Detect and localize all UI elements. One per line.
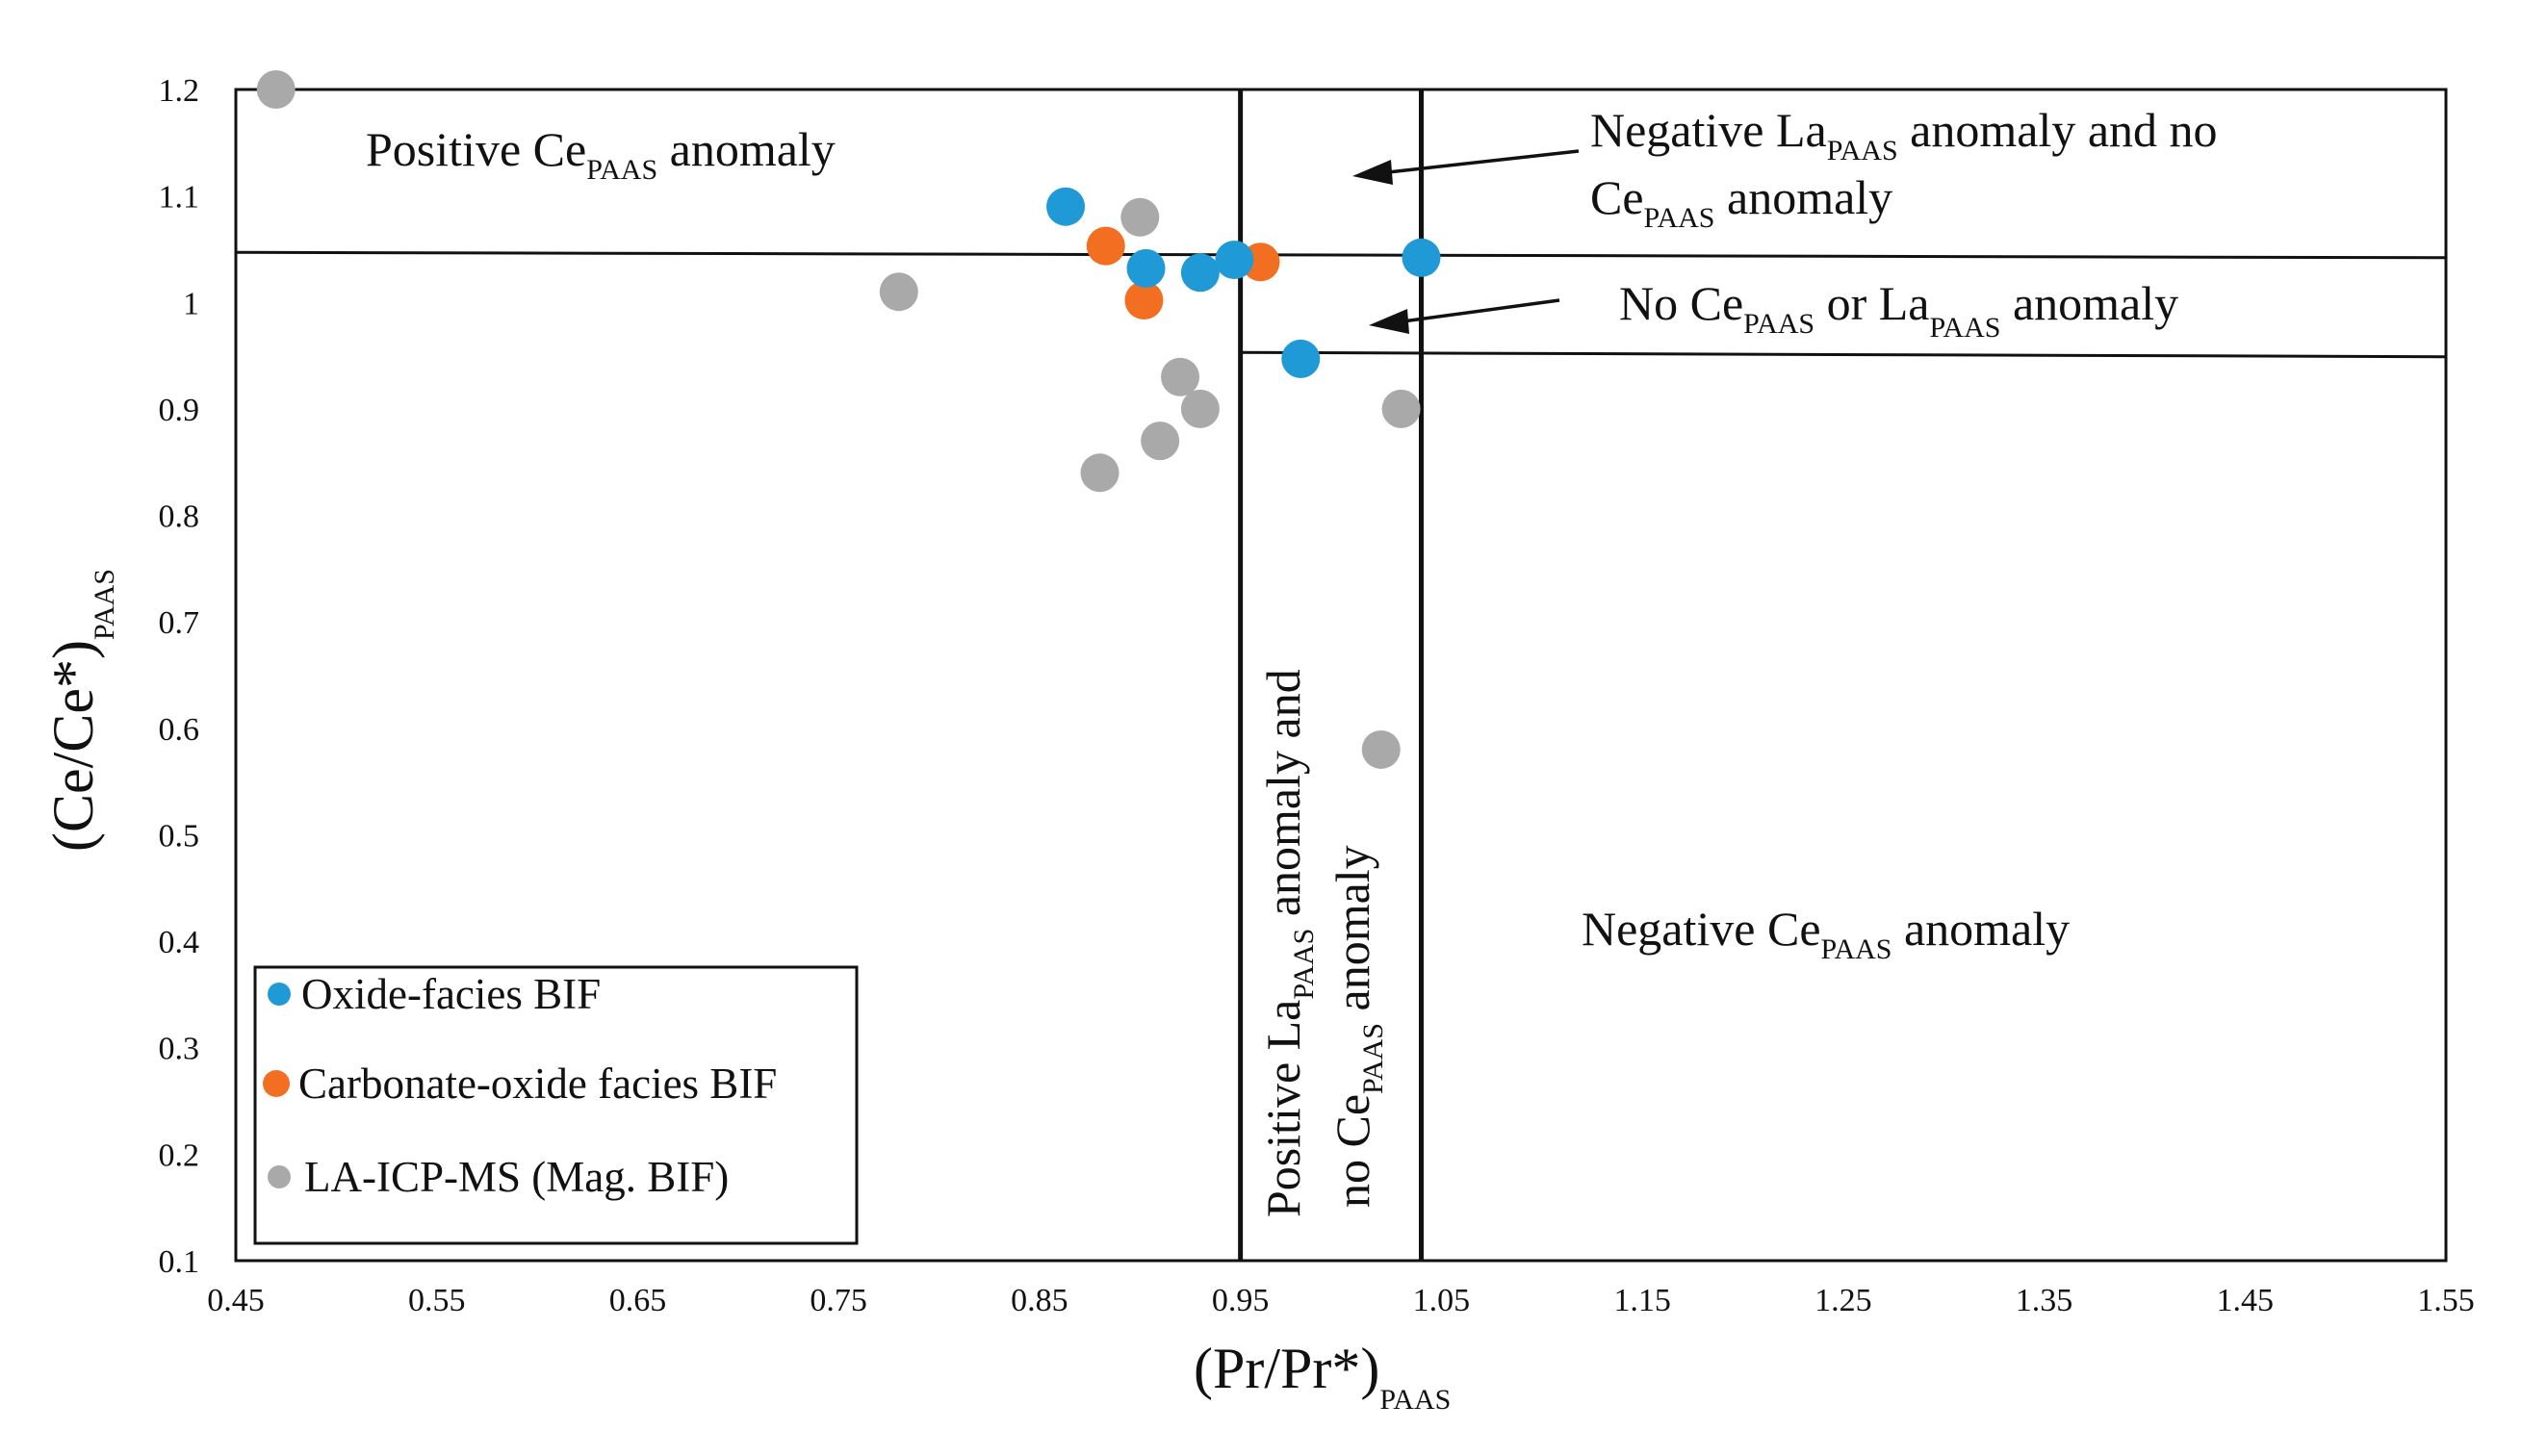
x-tick-label: 0.55 xyxy=(408,1283,466,1318)
legend-marker-la-icp-ms xyxy=(268,1165,291,1188)
legend-label-carbonate: Carbonate-oxide facies BIF xyxy=(298,1060,777,1108)
annotation-negative-ce: Negative CePAAS anomaly xyxy=(1582,902,2070,965)
y-tick-label: 0.5 xyxy=(159,818,200,854)
legend-label-oxide: Oxide-facies BIF xyxy=(301,970,601,1018)
legend-marker-carbonate xyxy=(263,1070,290,1097)
x-tick-label: 1.55 xyxy=(2417,1283,2475,1318)
x-tick-label: 1.25 xyxy=(1814,1283,1872,1318)
x-tick-label: 0.75 xyxy=(810,1283,867,1318)
la-icp-ms-point xyxy=(256,70,296,109)
la-icp-ms-point xyxy=(1361,729,1401,769)
annotation-negative-la-line1: Negative LaPAAS anomaly and no xyxy=(1590,103,2218,166)
y-tick-label: 0.6 xyxy=(159,712,200,748)
legend-marker-oxide xyxy=(268,983,291,1006)
x-tick-label: 0.45 xyxy=(207,1283,265,1318)
y-tick-label: 1 xyxy=(183,286,199,321)
oxide-facies-point xyxy=(1215,241,1254,280)
y-axis-title: (Ce/Ce*)PAAS xyxy=(41,569,120,852)
data-points xyxy=(256,70,1441,769)
reference-lines xyxy=(235,89,2447,1261)
x-tick-label: 1.45 xyxy=(2217,1283,2275,1318)
x-tick-label: 1.35 xyxy=(2016,1283,2073,1318)
plot-area-frame xyxy=(234,88,2448,1263)
oxide-facies-point xyxy=(1402,238,1441,277)
annotation-arrows xyxy=(1352,149,1580,334)
reference-line-sloped xyxy=(1240,350,2447,359)
y-tick-label: 0.9 xyxy=(159,393,200,428)
annotation-positive-ce: Positive CePAAS anomaly xyxy=(366,122,836,186)
y-tick-label: 1.1 xyxy=(159,180,200,216)
x-axis-title: (Pr/Pr*)PAAS xyxy=(1194,1337,1451,1416)
arrow-no-anomaly xyxy=(1380,298,1560,326)
carbonate-oxide-point xyxy=(1086,226,1125,266)
x-tick-label: 0.95 xyxy=(1212,1283,1270,1318)
x-axis-ticks: 0.45 0.55 0.65 0.75 0.85 0.95 1.05 1.15 1.25 1.35… xyxy=(207,1283,2475,1318)
la-icp-ms-point xyxy=(1080,453,1119,493)
annotation-positive-la-line1: Positive LaPAAS anomaly and xyxy=(1256,669,1320,1217)
la-icp-ms-point xyxy=(1141,421,1180,461)
legend-label-la-icp-ms: LA-ICP-MS (Mag. BIF) xyxy=(304,1153,729,1201)
legend: Oxide-facies BIF Carbonate-oxide facies … xyxy=(253,965,859,1245)
oxide-facies-point xyxy=(1046,187,1086,226)
la-icp-ms-point xyxy=(1180,389,1220,428)
oxide-facies-point xyxy=(1180,253,1220,293)
la-icp-ms-point xyxy=(1120,197,1160,237)
y-tick-label: 0.1 xyxy=(159,1244,200,1280)
x-tick-label: 1.05 xyxy=(1413,1283,1471,1318)
x-tick-label: 0.85 xyxy=(1011,1283,1068,1318)
oxide-facies-point xyxy=(1281,339,1321,378)
legend-box xyxy=(253,965,859,1245)
reference-line-sloped xyxy=(235,250,2447,260)
annotation-negative-la-line2: CePAAS anomaly xyxy=(1590,170,1892,234)
y-tick-label: 0.3 xyxy=(159,1032,200,1067)
oxide-facies-point xyxy=(1126,248,1166,288)
annotation-positive-la-line2: no CePAAS anomaly xyxy=(1325,845,1389,1208)
arrow-negative-la xyxy=(1361,149,1580,177)
la-icp-ms-point xyxy=(1381,389,1421,428)
la-icp-ms-point xyxy=(879,272,918,312)
la-icp-ms-point xyxy=(1161,357,1200,396)
y-tick-label: 1.2 xyxy=(159,73,200,109)
x-tick-label: 1.15 xyxy=(1613,1283,1671,1318)
arrowhead-negative-la xyxy=(1352,160,1393,185)
y-tick-label: 0.7 xyxy=(159,605,200,641)
y-tick-label: 0.2 xyxy=(159,1137,200,1173)
y-tick-label: 0.8 xyxy=(159,499,200,535)
arrowhead-no-anomaly xyxy=(1369,309,1409,334)
annotation-no-anomaly: No CePAAS or LaPAAS anomaly xyxy=(1619,276,2178,344)
x-tick-label: 0.65 xyxy=(609,1283,667,1318)
y-axis-ticks: 0.1 0.2 0.3 0.4 0.5 0.6 0.7 0.8 0.9 1 1.1 1.2 xyxy=(159,73,200,1280)
y-tick-label: 0.4 xyxy=(159,925,200,960)
carbonate-oxide-point xyxy=(1124,281,1164,320)
